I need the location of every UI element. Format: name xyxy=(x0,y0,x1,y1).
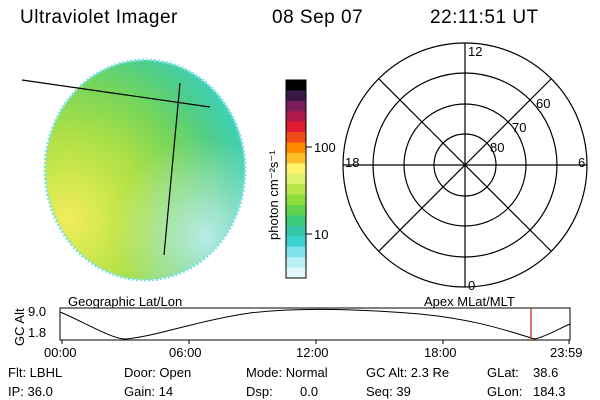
gc-alt-info: GC Alt: 2.3 Re xyxy=(366,365,450,380)
altitude-timeline xyxy=(59,307,571,344)
timeline-y-tick-bottom: 1.8 xyxy=(28,325,47,340)
polar-line-diag-2 xyxy=(378,78,552,252)
dsp-label: Dsp: xyxy=(246,384,273,399)
colorbar-cell xyxy=(286,246,306,258)
instrument-title: Ultraviolet Imager xyxy=(20,7,178,28)
glon-label: GLon: xyxy=(487,384,523,399)
lat-label-70: 70 xyxy=(512,120,527,135)
timeline-x-label-1800: 18:00 xyxy=(424,345,457,360)
colorbar-cell xyxy=(286,225,306,237)
colorbar-units-label: photon cm⁻²s⁻¹ xyxy=(266,150,281,240)
timeline-y-axis-label: GC Alt xyxy=(12,308,27,346)
polar-grid xyxy=(342,42,588,288)
mode-info: Mode: Normal xyxy=(246,365,328,380)
image-disk-edge xyxy=(43,58,247,282)
colorbar-cell xyxy=(286,194,306,206)
colorbar-cell xyxy=(286,121,306,133)
colorbar-cell xyxy=(286,205,306,216)
colorbar-cell xyxy=(286,80,306,91)
image-date: 08 Sep 07 xyxy=(272,7,364,28)
timeline-y-tick-top: 9.0 xyxy=(28,304,47,319)
glon-value: 184.3 xyxy=(533,384,566,399)
colorbar-cell xyxy=(286,152,306,164)
colorbar xyxy=(285,79,312,279)
glat-value: 38.6 xyxy=(533,365,559,380)
colorbar-cell xyxy=(286,142,306,154)
image-time: 22:11:51 UT xyxy=(430,7,539,28)
colorbar-cell xyxy=(286,132,306,144)
colorbar-cell xyxy=(286,111,306,123)
auroral-image xyxy=(21,58,247,282)
lat-label-80: 80 xyxy=(490,140,505,155)
colorbar-cell xyxy=(286,267,306,279)
mlt-label-6: 6 xyxy=(578,155,586,170)
colorbar-cell xyxy=(286,257,306,269)
mlt-label-12: 12 xyxy=(468,44,483,59)
seq-info: Seq: 39 xyxy=(366,384,411,399)
dsp-value: 0.0 xyxy=(300,384,319,399)
gain-info: Gain: 14 xyxy=(124,384,174,399)
glat-label: GLat: xyxy=(487,365,519,380)
timeline-x-label-0000: 00:00 xyxy=(44,345,77,360)
lat-lon-line-2 xyxy=(163,82,181,256)
colorbar-cell xyxy=(286,163,306,175)
colorbar-cell xyxy=(286,90,306,102)
image-disk-bright-rim xyxy=(45,60,245,280)
mlt-label-0: 0 xyxy=(468,278,476,293)
mlt-label-18: 18 xyxy=(345,155,360,170)
timeline-left-label: Geographic Lat/Lon xyxy=(68,294,183,309)
colorbar-cell xyxy=(286,215,306,227)
colorbar-cell xyxy=(286,184,306,196)
lat-label-60: 60 xyxy=(536,96,551,111)
timeline-frame xyxy=(59,307,571,341)
colorbar-cell xyxy=(286,173,306,185)
altitude-curve xyxy=(59,308,571,340)
colorbar-tick-label-10: 10 xyxy=(314,227,329,242)
colorbar-cell xyxy=(286,100,306,112)
colorbar-frame xyxy=(285,79,307,279)
filter-info: Flt: LBHL xyxy=(8,365,63,380)
timeline-x-label-2359: 23:59 xyxy=(550,345,583,360)
door-info: Door: Open xyxy=(124,365,192,380)
timeline-right-label: Apex MLat/MLT xyxy=(424,294,515,309)
timeline-x-label-0600: 06:00 xyxy=(169,345,202,360)
ip-info: IP: 36.0 xyxy=(8,384,53,399)
colorbar-cell xyxy=(286,236,306,248)
timeline-x-label-1200: 12:00 xyxy=(296,345,329,360)
colorbar-tick-label-100: 100 xyxy=(314,140,336,155)
